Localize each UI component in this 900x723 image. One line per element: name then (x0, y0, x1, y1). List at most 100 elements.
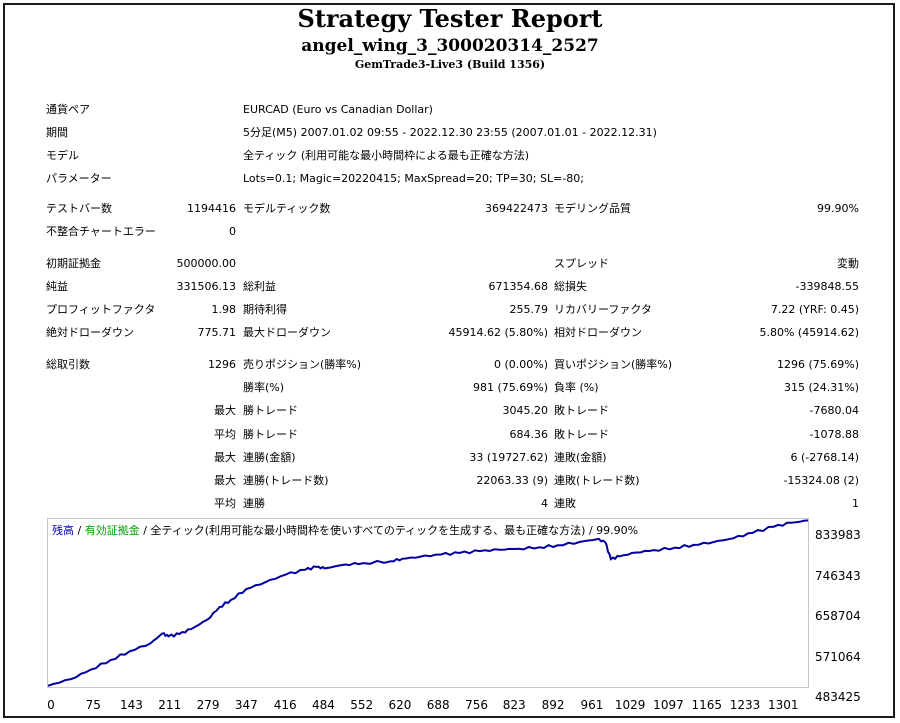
x-tick-label: 347 (234, 698, 258, 712)
deposit-value: 500000.00 (176, 257, 237, 270)
max-dd-label: 最大ドローダウン (243, 326, 331, 339)
largest-win-value: 3045.20 (502, 404, 549, 417)
balance-chart-plot (48, 519, 808, 687)
x-tick-label: 1097 (653, 698, 684, 712)
y-tick-label: 833983 (815, 528, 861, 542)
legend-equity: 有効証拠金 (84, 524, 140, 537)
gross-loss-label: 総損失 (554, 280, 587, 293)
rel-dd-value: 5.80% (45914.62) (759, 326, 859, 339)
max-consec-profit-label: 連勝(トレード数) (243, 474, 329, 487)
short-value: 0 (0.00%) (493, 358, 548, 371)
x-tick-label: 1233 (729, 698, 761, 712)
server-info: GemTrade3-Live3 (Build 1356) (354, 58, 546, 71)
errors-label: 不整合チャートエラー (46, 225, 156, 238)
long-value: 1296 (75.69%) (776, 358, 859, 371)
avg-consec-loss-value: 1 (852, 497, 859, 510)
max-consec-loss-value: 6 (-2768.14) (790, 451, 859, 464)
deposit-label: 初期証拠金 (46, 257, 101, 270)
symbol-label: 通貨ペア (46, 103, 90, 116)
loss-rate-value: 315 (24.31%) (783, 381, 859, 394)
max-consec-lossamt-value: -15324.08 (2) (783, 474, 859, 487)
win-rate-value: 981 (75.69%) (472, 381, 548, 394)
trades-value: 1296 (208, 358, 236, 371)
max-consec-loss-label: 連敗(金額) (554, 451, 607, 464)
x-tick-label: 892 (541, 698, 565, 712)
y-tick-label: 571064 (815, 649, 861, 664)
x-tick-label: 620 (388, 698, 412, 712)
x-tick-label: 75 (85, 698, 101, 712)
recovery-label: リカバリーファクタ (554, 303, 652, 316)
ticks-value: 369422473 (485, 202, 548, 215)
x-tick-label: 688 (426, 698, 450, 712)
win-rate-label: 勝率(%) (243, 381, 285, 394)
max-consec-profit-value: 22063.33 (9) (476, 474, 548, 487)
symbol-value: EURCAD (Euro vs Canadian Dollar) (243, 103, 433, 116)
bars-label: テストバー数 (46, 202, 112, 215)
avg-prefix: 平均 (214, 497, 236, 510)
net-label: 純益 (46, 280, 68, 293)
gross-profit-label: 総利益 (243, 280, 276, 293)
recovery-value: 7.22 (YRF: 0.45) (770, 303, 859, 316)
avg-consec-win-value: 4 (541, 497, 548, 510)
rel-dd-label: 相対ドローダウン (554, 326, 642, 339)
x-tick-label: 961 (580, 698, 604, 712)
period-label: 期間 (46, 126, 68, 139)
legend-sep: / (74, 524, 85, 537)
max-consec-win-label: 連勝(金額) (243, 451, 296, 464)
largest-win-label: 勝トレード (243, 404, 298, 417)
x-tick-label: 0 (47, 698, 55, 712)
gross-profit-value: 671354.68 (488, 280, 549, 293)
trades-label: 総取引数 (46, 358, 90, 371)
long-label: 買いポジション(勝率%) (554, 358, 673, 371)
avg-consec-loss-label: 連敗 (554, 497, 576, 510)
y-tick-label: 658704 (815, 609, 861, 623)
balance-chart (47, 518, 809, 688)
avg-consec-win-label: 連勝 (243, 497, 265, 510)
x-tick-label: 484 (311, 698, 335, 712)
abs-dd-value: 775.71 (197, 326, 237, 339)
x-tick-label: 756 (465, 698, 488, 712)
avg-win-value: 684.36 (509, 428, 549, 441)
model-label: モデル (46, 149, 79, 162)
largest-loss-value: -7680.04 (809, 404, 859, 417)
avg-loss-value: -1078.88 (809, 428, 859, 441)
bars-value: 1194416 (187, 202, 236, 215)
ticks-label: モデルティック数 (243, 202, 331, 215)
expected-value: 255.79 (509, 303, 549, 316)
loss-rate-label: 負率 (%) (554, 381, 599, 394)
avg-loss-label: 敗トレード (554, 428, 609, 441)
y-tick-label: 483425 (815, 690, 861, 704)
gross-loss-value: -339848.55 (795, 280, 859, 293)
x-tick-label: 1301 (767, 698, 799, 712)
largest-loss-label: 敗トレード (554, 404, 609, 417)
errors-value: 0 (229, 225, 236, 238)
quality-value: 99.90% (817, 202, 859, 215)
abs-dd-label: 絶対ドローダウン (46, 326, 134, 339)
x-tick-label: 552 (350, 698, 374, 712)
chart-legend: 残高 / 有効証拠金 / 全ティック(利用可能な最小時間枠を使いすべてのティック… (52, 522, 638, 538)
x-tick-label: 1029 (614, 698, 646, 712)
legend-balance: 残高 (52, 524, 74, 537)
x-tick-label: 1165 (691, 698, 722, 712)
spread-label: スプレッド (554, 257, 609, 270)
expected-label: 期待利得 (243, 303, 287, 316)
max-consec-lossamt-label: 連敗(トレード数) (554, 474, 640, 487)
pf-value: 1.98 (211, 303, 237, 316)
max-dd-value: 45914.62 (5.80%) (448, 326, 548, 339)
avg-win-label: 勝トレード (243, 428, 298, 441)
max-consec-win-value: 33 (19727.62) (469, 451, 548, 464)
legend-sep: / (139, 524, 151, 537)
spread-value: 変動 (837, 257, 859, 270)
short-label: 売りポジション(勝率%) (243, 358, 362, 371)
x-tick-label: 211 (158, 698, 182, 712)
legend-description: 全ティック(利用可能な最小時間枠を使いすべてのティックを生成する、最も正確な方法… (150, 524, 639, 537)
y-tick-label: 746343 (815, 568, 861, 583)
max-prefix: 最大 (214, 474, 236, 487)
x-tick-label: 823 (502, 698, 526, 712)
x-tick-label: 279 (196, 698, 220, 712)
report-title: Strategy Tester Report (297, 4, 603, 33)
report-frame (3, 3, 895, 718)
period-value: 5分足(M5) 2007.01.02 09:55 - 2022.12.30 23… (243, 126, 657, 139)
params-label: パラメーター (46, 172, 112, 185)
x-tick-label: 143 (120, 698, 143, 712)
